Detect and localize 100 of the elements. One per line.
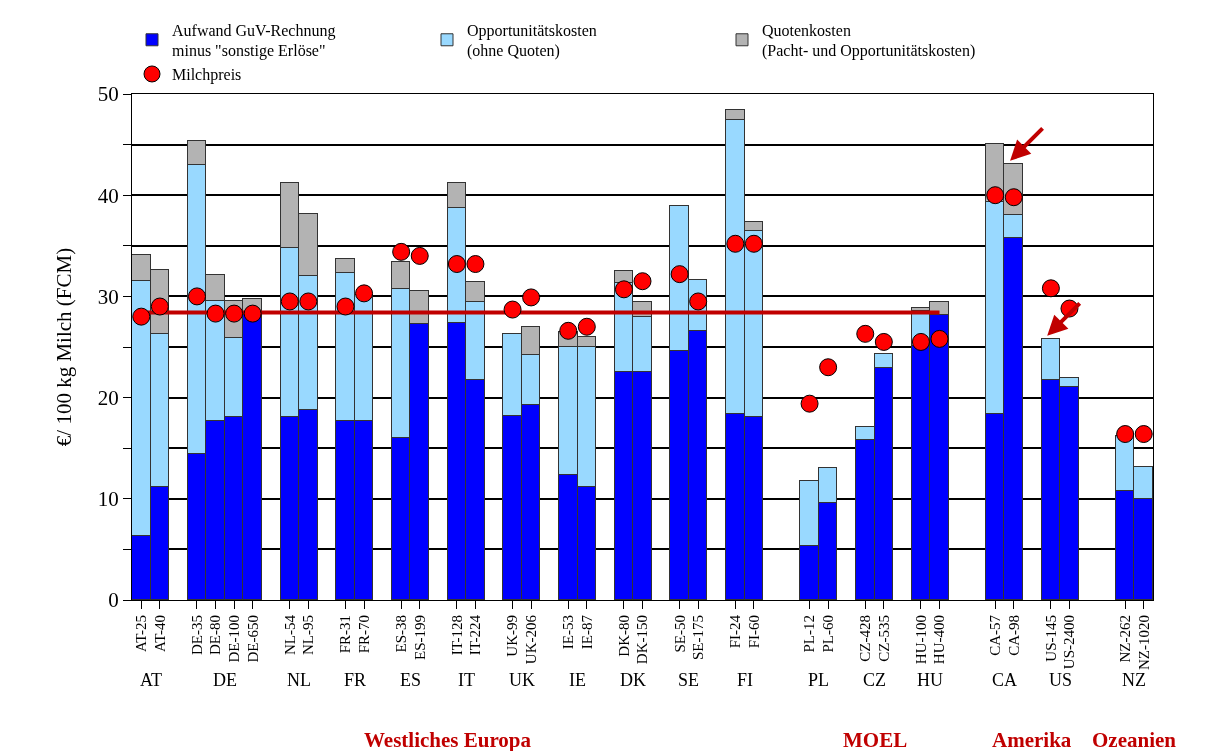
x-tick-label: ES-199 bbox=[411, 615, 428, 660]
x-tick-label: DK-80 bbox=[615, 615, 632, 657]
point bbox=[150, 297, 169, 316]
x-tick-label: HU-400 bbox=[931, 615, 948, 665]
text: AT bbox=[140, 670, 162, 690]
text: FI bbox=[737, 670, 754, 690]
point bbox=[466, 255, 485, 274]
point bbox=[206, 304, 225, 323]
point bbox=[800, 394, 819, 413]
text: SE bbox=[678, 670, 700, 690]
point bbox=[1041, 279, 1060, 298]
text: DE bbox=[213, 670, 237, 690]
x-tick-label: FI-60 bbox=[745, 615, 762, 649]
point bbox=[187, 287, 206, 306]
point bbox=[577, 317, 596, 336]
text: DK bbox=[620, 670, 646, 690]
point bbox=[280, 292, 299, 311]
point bbox=[447, 255, 466, 274]
point bbox=[1004, 188, 1023, 207]
point bbox=[986, 186, 1005, 205]
text: NZ bbox=[1122, 670, 1146, 690]
point bbox=[744, 234, 763, 253]
x-tick-label: NZ-1020 bbox=[1135, 615, 1152, 670]
y-axis-title: €/ 100 kg Milch (FCM) bbox=[51, 247, 76, 447]
x-tick-label: DE-100 bbox=[225, 615, 242, 663]
x-tick-label: NZ-262 bbox=[1117, 615, 1134, 663]
x-tick-label: SE-50 bbox=[671, 615, 688, 653]
point bbox=[726, 234, 745, 253]
x-tick-label: FR-31 bbox=[337, 615, 354, 654]
point bbox=[930, 329, 949, 348]
text: UK bbox=[509, 670, 535, 690]
point bbox=[132, 307, 151, 326]
x-tick-label: US-145 bbox=[1042, 615, 1059, 662]
x-tick-label: FR-70 bbox=[355, 615, 372, 654]
y-tick-label: 0 bbox=[108, 588, 119, 613]
legend-label: Aufwand GuV-Rechnung minus "sonstige Erlöse" bbox=[172, 21, 336, 61]
x-tick-label: CZ-535 bbox=[875, 615, 892, 662]
point bbox=[410, 246, 429, 265]
point bbox=[243, 304, 262, 323]
point bbox=[670, 265, 689, 284]
x-tick-label: SE-175 bbox=[690, 615, 707, 660]
point bbox=[856, 324, 875, 343]
x-tick-label: IT-128 bbox=[448, 615, 465, 656]
text: PL bbox=[808, 670, 830, 690]
x-tick-label: AT-40 bbox=[151, 615, 168, 652]
y-tick-label: 20 bbox=[97, 385, 119, 410]
text: FR bbox=[344, 670, 367, 690]
text: Ozeanien bbox=[1092, 728, 1177, 751]
x-tick-label: PL-12 bbox=[801, 615, 818, 653]
x-tick-label: UK-206 bbox=[522, 614, 539, 665]
x-tick-label: CZ-428 bbox=[857, 615, 874, 662]
x-tick-label: UK-99 bbox=[504, 615, 521, 657]
point bbox=[225, 304, 244, 323]
x-tick-label: FI-24 bbox=[727, 614, 744, 649]
point bbox=[1134, 425, 1153, 444]
x-tick-label: NL-54 bbox=[281, 614, 298, 655]
text: CZ bbox=[863, 670, 887, 690]
text: NL bbox=[287, 670, 311, 690]
text: MOEL bbox=[843, 728, 908, 751]
legend-label: Milchpreis bbox=[172, 66, 242, 85]
y-tick-label: 10 bbox=[97, 487, 119, 512]
point bbox=[633, 272, 652, 291]
text: ES bbox=[400, 670, 422, 690]
text: Amerika bbox=[992, 728, 1072, 751]
x-tick-label: IT-224 bbox=[467, 614, 484, 656]
x-tick-label: ES-38 bbox=[393, 615, 410, 653]
x-tick-label: US-2400 bbox=[1061, 615, 1078, 670]
text: CA bbox=[992, 670, 1018, 690]
point bbox=[689, 292, 708, 311]
point bbox=[819, 358, 838, 377]
text: HU bbox=[917, 670, 943, 690]
x-tick-label: AT-25 bbox=[133, 615, 150, 652]
x-tick-label: IE-53 bbox=[560, 615, 577, 650]
text: Westliches Europa bbox=[364, 728, 532, 751]
point bbox=[299, 292, 318, 311]
legend-label: Opportunitätskosten (ohne Quoten) bbox=[467, 21, 597, 61]
x-tick-label: DE-650 bbox=[244, 615, 261, 663]
point bbox=[503, 300, 522, 319]
point bbox=[392, 242, 411, 261]
legend-label: Quotenkosten (Pacht- und Opportunitätskosten) bbox=[762, 21, 976, 61]
text: US bbox=[1049, 670, 1073, 690]
x-tick-label: CA-98 bbox=[1005, 615, 1022, 656]
point bbox=[911, 332, 930, 351]
x-tick-label: DE-80 bbox=[207, 615, 224, 655]
point bbox=[355, 284, 374, 303]
text: IE bbox=[569, 670, 586, 690]
x-tick-label: DK-150 bbox=[634, 615, 651, 665]
x-tick-label: CA-57 bbox=[987, 614, 1004, 656]
point bbox=[559, 321, 578, 340]
x-tick-label: DE-35 bbox=[188, 615, 205, 655]
point bbox=[522, 288, 541, 307]
x-tick-label: NL-95 bbox=[300, 615, 317, 655]
point bbox=[614, 280, 633, 299]
point bbox=[874, 332, 893, 351]
x-tick-label: IE-87 bbox=[578, 614, 595, 650]
x-tick-label: PL-60 bbox=[820, 615, 837, 653]
point bbox=[336, 297, 355, 316]
text: IT bbox=[458, 670, 475, 690]
y-tick-label: 50 bbox=[97, 82, 119, 107]
point bbox=[1116, 425, 1135, 444]
